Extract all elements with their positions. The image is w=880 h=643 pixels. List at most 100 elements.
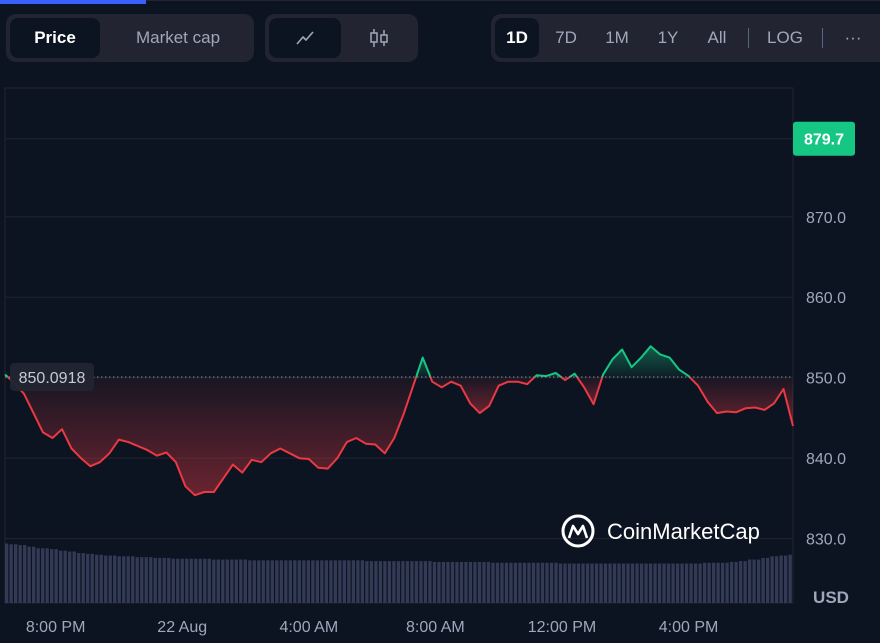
volume-bar <box>9 544 13 603</box>
volume-bar <box>581 563 585 603</box>
volume-bar <box>198 558 202 603</box>
volume-bar <box>113 555 117 603</box>
volume-bar <box>662 563 666 603</box>
volume-bar <box>23 545 27 603</box>
range-1y-button[interactable]: 1Y <box>657 28 679 47</box>
volume-bar <box>779 555 783 603</box>
range-all-button[interactable]: All <box>707 28 727 47</box>
price-line-up <box>534 371 562 378</box>
volume-bar <box>243 559 247 603</box>
volume-bar <box>86 553 90 603</box>
range-1d-button[interactable]: 1D <box>495 18 539 58</box>
volume-bar <box>122 556 126 603</box>
volume-bar <box>518 562 522 603</box>
volume-bar <box>383 561 387 603</box>
volume-bar <box>608 563 612 603</box>
volume-bar <box>437 561 441 603</box>
y-tick-label: 850.0 <box>806 371 846 388</box>
volume-bar <box>666 563 671 603</box>
volume-bar <box>356 560 360 603</box>
volume-bar <box>221 559 225 603</box>
volume-bar <box>531 562 536 603</box>
last-price-box <box>793 121 855 156</box>
volume-bar <box>464 561 468 603</box>
volume-bar <box>410 561 414 603</box>
volume-bar <box>14 544 18 603</box>
volume-bar <box>99 554 103 603</box>
volume-bar <box>329 560 333 603</box>
toolbar-divider <box>822 28 823 48</box>
volume-bar <box>648 563 653 603</box>
area-below-baseline <box>430 376 535 414</box>
volume-bar <box>495 562 500 603</box>
volume-bar <box>275 560 279 603</box>
volume-bar <box>698 563 702 603</box>
volume-bar <box>81 553 85 603</box>
volume-bar <box>653 563 657 603</box>
line-chart-button[interactable] <box>269 18 341 58</box>
volume-bar <box>689 563 693 603</box>
volume-bar <box>603 563 608 603</box>
more-options-button[interactable]: ··· <box>844 28 862 47</box>
volume-bar <box>549 562 554 603</box>
volume-bar <box>324 560 329 603</box>
volume-bar <box>432 561 437 603</box>
volume-bar <box>162 557 166 603</box>
volume-bar <box>459 561 464 603</box>
volume-bar <box>144 557 148 603</box>
volume-bar <box>171 558 175 603</box>
volume-bar <box>527 562 531 603</box>
volume-bar <box>693 563 698 603</box>
volume-bar <box>554 562 558 603</box>
volume-bar <box>153 557 157 603</box>
watermark: CoinMarketCap <box>561 514 760 548</box>
price-line-up <box>415 356 432 378</box>
price-tab[interactable]: Price <box>10 18 100 58</box>
volume-bar <box>230 559 234 603</box>
volume-bar <box>635 563 639 603</box>
volume-bar <box>486 561 491 603</box>
baseline-label: 850.0918 <box>19 370 86 387</box>
volume-bar <box>567 563 572 603</box>
volume-bar <box>41 548 45 603</box>
y-axis-unit: USD <box>813 588 849 607</box>
volume-bar <box>747 559 752 603</box>
price-line-down <box>560 376 571 382</box>
price-line-up <box>601 345 691 378</box>
volume-bar <box>5 543 9 603</box>
volume-bar <box>536 562 540 603</box>
price-line-up <box>4 373 9 378</box>
y-tick-label: 860.0 <box>806 290 846 307</box>
volume-bar <box>455 561 459 603</box>
volume-bar <box>612 563 617 603</box>
volume-bar <box>734 561 738 603</box>
volume-bar <box>315 560 319 603</box>
chart-type-toggle: Price Market cap <box>6 14 254 62</box>
volume-bar <box>216 559 220 603</box>
volume-bar <box>149 557 153 603</box>
market-cap-tab[interactable]: Market cap <box>135 28 221 47</box>
volume-bar <box>176 558 180 603</box>
volume-bar <box>509 562 513 603</box>
volume-bar <box>360 560 365 603</box>
volume-bar <box>135 557 139 603</box>
volume-bar <box>504 562 509 603</box>
toolbar-divider <box>748 28 749 48</box>
volume-bar <box>743 561 747 603</box>
volume-bar <box>545 562 549 603</box>
volume-bar <box>293 560 297 603</box>
log-scale-button[interactable]: LOG <box>767 28 803 47</box>
range-1m-button[interactable]: 1M <box>605 28 629 47</box>
volume-bar <box>738 561 743 603</box>
price-line-down <box>576 376 604 406</box>
volume-bar <box>252 560 256 603</box>
volume-bar <box>338 560 342 603</box>
volume-bar <box>558 563 563 603</box>
range-7d-button[interactable]: 7D <box>555 28 577 47</box>
candlestick-button[interactable] <box>343 18 415 58</box>
volume-bar <box>657 563 662 603</box>
volume-bar <box>572 563 576 603</box>
volume-bar <box>513 562 518 603</box>
volume-bar <box>284 560 288 603</box>
